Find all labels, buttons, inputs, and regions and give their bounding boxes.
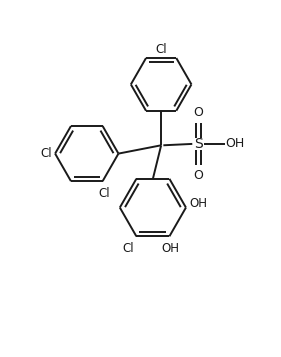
Text: Cl: Cl bbox=[155, 43, 167, 56]
Text: O: O bbox=[193, 169, 203, 182]
Text: OH: OH bbox=[162, 242, 180, 255]
Text: O: O bbox=[193, 106, 203, 119]
Text: Cl: Cl bbox=[98, 187, 110, 200]
Text: S: S bbox=[194, 137, 203, 151]
Text: Cl: Cl bbox=[123, 242, 134, 255]
Text: Cl: Cl bbox=[40, 147, 52, 160]
Text: OH: OH bbox=[225, 137, 244, 150]
Text: OH: OH bbox=[189, 197, 207, 210]
